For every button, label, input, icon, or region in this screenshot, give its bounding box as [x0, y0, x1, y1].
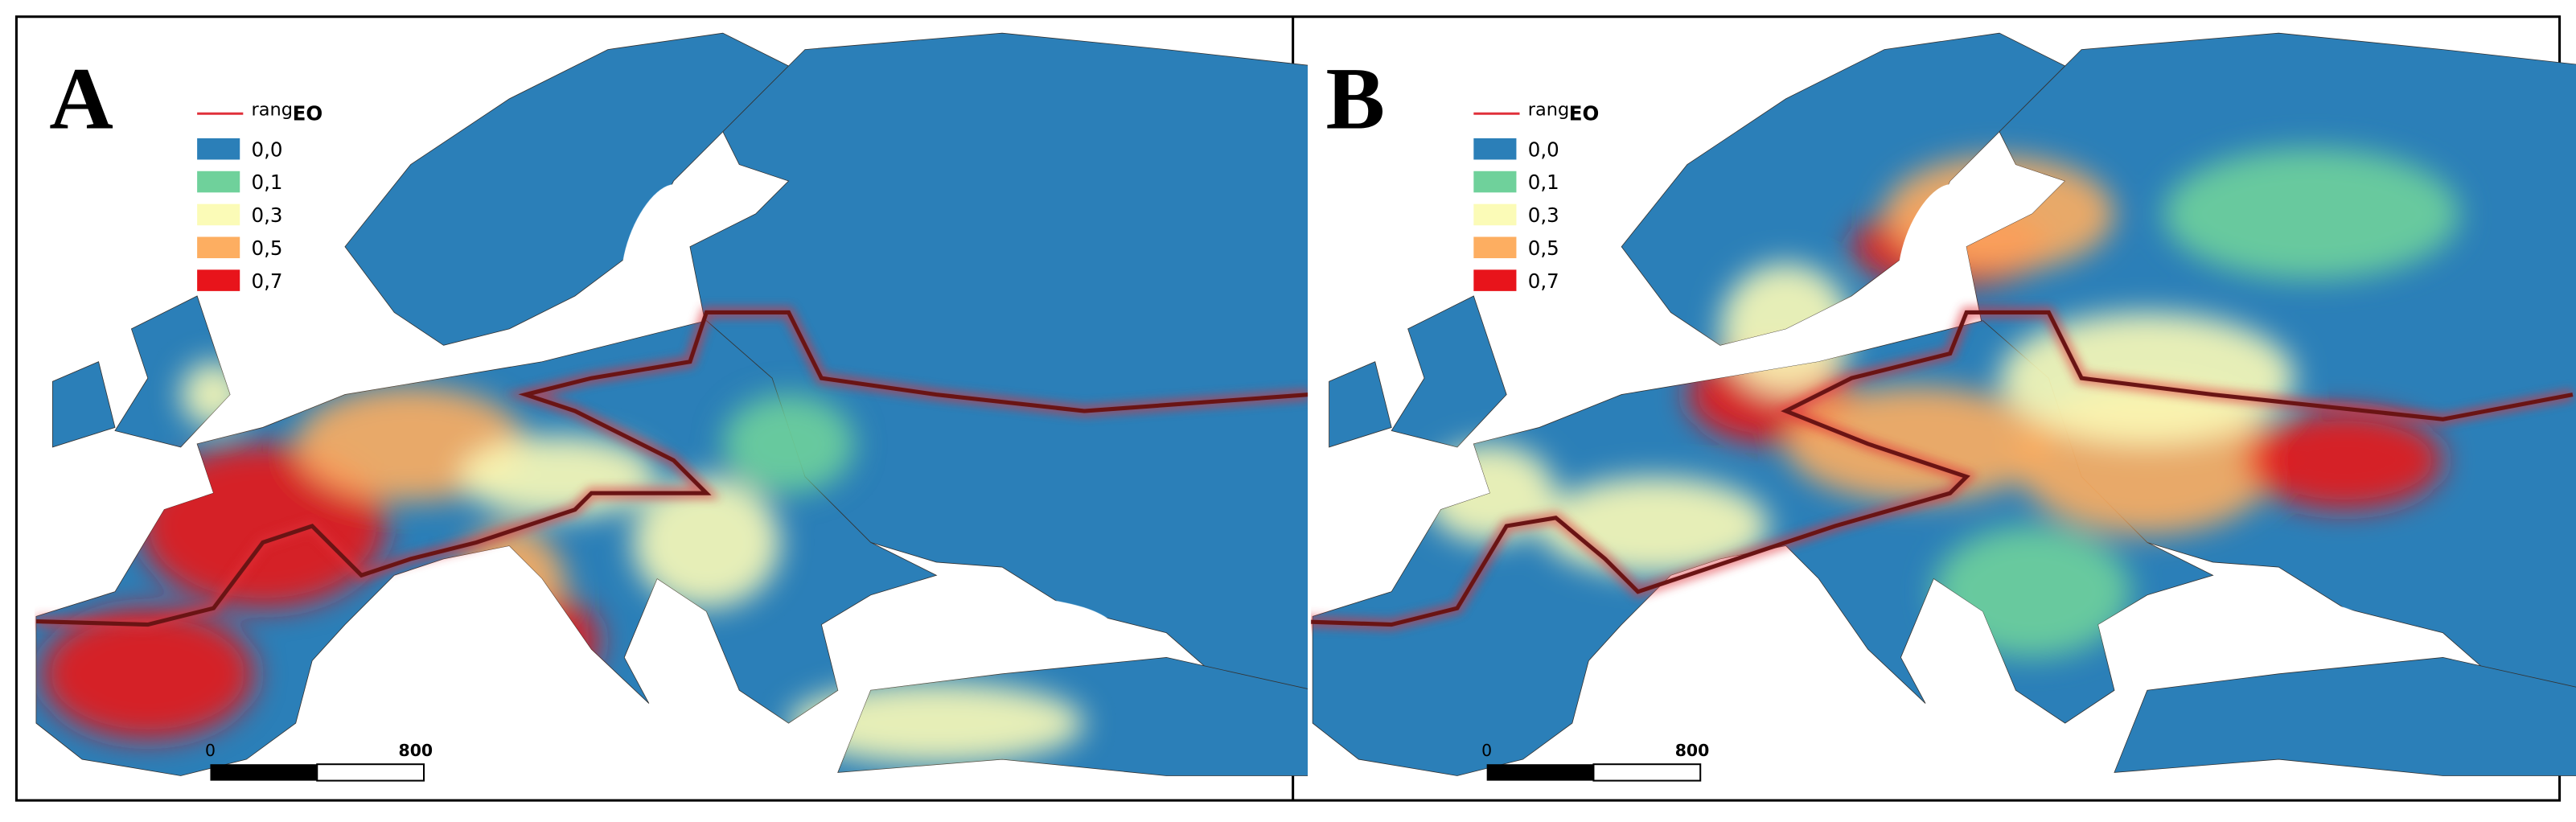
legend-line-label: rang [252, 99, 294, 120]
heat-area [2245, 411, 2443, 510]
heat-area [1785, 386, 2049, 502]
legend-swatch [1473, 203, 1517, 226]
legend-swatch [1473, 269, 1517, 291]
heat-area [41, 608, 255, 740]
land [2114, 656, 2576, 776]
scale-start: 0 [1481, 741, 1492, 760]
land [1621, 32, 2066, 346]
legend-swatch [197, 171, 240, 193]
scale-start: 0 [205, 741, 216, 760]
black-sea [2147, 596, 2377, 669]
baltic-sea [621, 183, 693, 310]
legend-label: 0,7 [1528, 269, 1559, 293]
legend-label: 0,5 [1528, 236, 1559, 260]
legend-label: 0,3 [252, 203, 283, 227]
scale-bar-white [1592, 763, 1702, 782]
heat-area [632, 476, 781, 609]
panel-label: B [1325, 50, 1385, 148]
legend-line-label: rang [1528, 99, 1570, 120]
scale-bar-white [316, 763, 425, 782]
heat-area [2163, 148, 2459, 280]
legend-swatch [197, 203, 240, 226]
legend-label: 0,0 [1528, 138, 1559, 161]
heat-area [459, 435, 658, 518]
range-line [1311, 310, 2574, 627]
baltic-sea [1897, 183, 1970, 310]
scale-bar-black [1486, 764, 1594, 781]
legend-label: 0,3 [1528, 203, 1559, 227]
legend-line-subscript: EO [1569, 101, 1600, 125]
legend-label: 0,1 [1528, 171, 1559, 194]
land [51, 361, 116, 448]
panel-label: A [49, 50, 113, 148]
range-line [35, 310, 1309, 627]
heat-layer [1424, 148, 2459, 658]
legend-label: 0,5 [252, 236, 283, 260]
land [344, 32, 790, 346]
land [1329, 361, 1392, 448]
land [1391, 295, 1507, 448]
legend-swatch [1473, 138, 1517, 160]
scale-end: 800 [1675, 741, 1710, 760]
legend-label: 0,1 [252, 171, 283, 194]
scale-end: 800 [399, 741, 433, 760]
black-sea [887, 596, 1118, 669]
scale-bar-black [210, 764, 318, 781]
legend-swatch [197, 138, 240, 160]
legend-swatch [197, 269, 240, 291]
legend-label: 0,0 [252, 138, 283, 161]
heat-area [1999, 312, 2295, 444]
legend-label: 0,7 [252, 269, 283, 293]
land [689, 32, 1309, 699]
legend-swatch [1473, 171, 1517, 193]
legend-swatch [197, 236, 240, 259]
legend-swatch [1473, 236, 1517, 259]
legend-line-subscript: EO [293, 101, 323, 125]
heat-area [722, 394, 855, 494]
map-panel [35, 32, 1309, 776]
map-panel [1311, 32, 2576, 776]
